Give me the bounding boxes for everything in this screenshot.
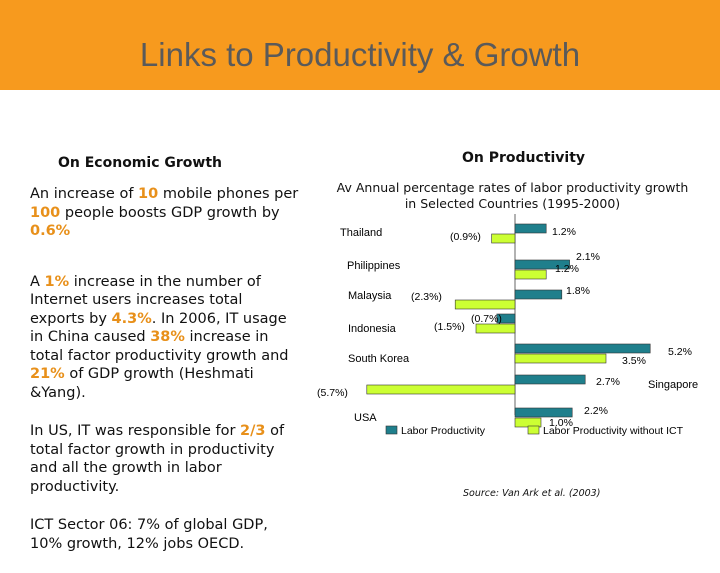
value-label-thailand-lp-without-ict: (0.9%) — [450, 231, 481, 243]
bar-malaysia-lp — [514, 289, 563, 300]
bar-indonesia-lp — [496, 313, 516, 324]
mobile-phones-paragraph: An increase of 10 mobile phones per 100 … — [30, 186, 299, 239]
category-label-south-korea: South Korea — [348, 353, 410, 365]
value-label-malaysia-lp-without-ict: (2.3%) — [411, 291, 442, 303]
legend-swatch-lp-without-ict — [527, 425, 540, 435]
ict-sector-paragraph: ICT Sector 06: 7% of global GDP, 10% gro… — [30, 517, 268, 552]
value-label-singapore-lp: 2.7% — [596, 376, 620, 388]
legend-label-lp-without-ict: Labor Productivity without ICT — [543, 425, 684, 437]
bar-usa-lp — [514, 407, 573, 418]
page-title: Links to Productivity & Growth — [139, 36, 581, 73]
source-note: Source: Van Ark et al. (2003) — [463, 488, 601, 499]
productivity-bar-chart: Thailand Philippines Malaysia Indonesia Sout… — [317, 214, 698, 437]
chart-title: Av Annual percentage rates of labor prod… — [336, 180, 689, 211]
bar-indonesia-lp-without-ict — [475, 323, 516, 334]
bar-singapore-lp — [514, 374, 586, 385]
value-label-malaysia-lp: 1.8% — [566, 285, 590, 297]
category-label-singapore: Singapore — [648, 379, 698, 391]
value-label-indonesia-lp-without-ict: (1.5%) — [434, 321, 465, 333]
value-label-thailand-lp: 1.2% — [552, 226, 576, 238]
category-label-philippines: Philippines — [347, 260, 401, 272]
category-label-indonesia: Indonesia — [348, 323, 397, 335]
productivity-heading: On Productivity — [462, 150, 586, 166]
bar-usa-lp-without-ict — [514, 417, 542, 428]
bar-south-korea-lp — [514, 343, 651, 354]
legend-swatch-lp — [385, 425, 398, 435]
bar-malaysia-lp-without-ict — [454, 299, 516, 310]
value-label-south-korea-lp-without-ict: 3.5% — [622, 355, 646, 367]
bar-thailand-lp-without-ict — [491, 233, 516, 244]
value-label-south-korea-lp: 5.2% — [668, 346, 692, 358]
legend-label-lp: Labor Productivity — [401, 425, 486, 437]
bar-philippines-lp — [514, 259, 570, 270]
category-label-malaysia: Malaysia — [348, 290, 392, 302]
value-label-usa-lp: 2.2% — [584, 405, 608, 417]
economic-growth-column: On Economic Growth An increase of 10 mob… — [30, 155, 300, 573]
category-label-thailand: Thailand — [340, 227, 382, 239]
economic-growth-heading: On Economic Growth — [58, 155, 222, 171]
value-label-philippines-lp-without-ict: 1.2% — [555, 263, 579, 275]
bar-south-korea-lp-without-ict — [514, 353, 607, 364]
internet-users-paragraph: A 1% increase in the number of Internet … — [30, 273, 289, 401]
us-it-paragraph: In US, IT was responsible for 2/3 of tot… — [30, 423, 285, 495]
value-label-usa-lp-without-ict: 1.0% — [549, 417, 573, 429]
header-bar: Links to Productivity & Growth — [0, 0, 720, 90]
value-label-indonesia-lp: (0.7%) — [471, 313, 502, 325]
value-label-singapore-lp-without-ict: (5.7%) — [317, 387, 348, 399]
value-label-philippines-lp: 2.1% — [576, 251, 600, 263]
bar-singapore-lp-without-ict — [366, 384, 516, 395]
category-label-usa: USA — [354, 412, 377, 424]
bar-philippines-lp-without-ict — [514, 269, 547, 280]
bar-thailand-lp — [514, 223, 547, 234]
